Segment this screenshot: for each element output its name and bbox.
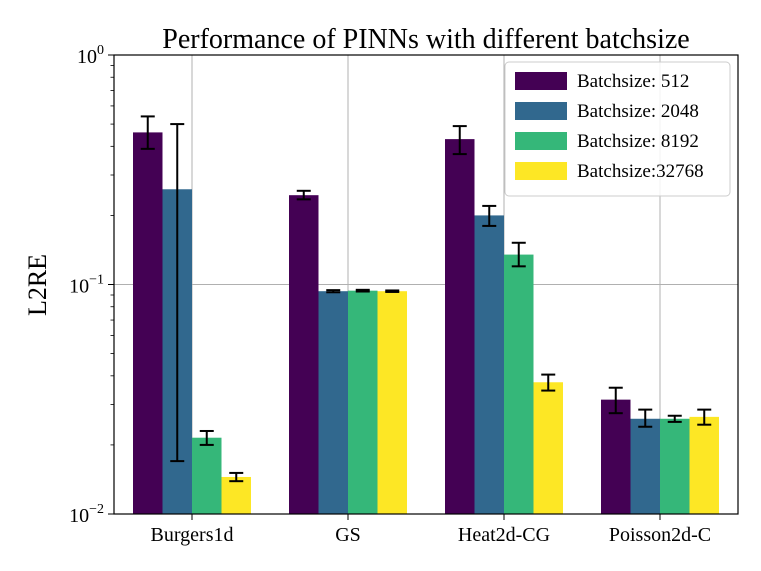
bar bbox=[689, 416, 719, 514]
legend-swatch bbox=[515, 132, 567, 150]
legend-label: Batchsize: 512 bbox=[577, 71, 689, 92]
legend-swatch bbox=[515, 102, 567, 120]
y-tick-label: 10−1 bbox=[69, 273, 104, 298]
ticks-layer: Burgers1d GS Heat2d-CG Poisson2d-C 10−2 10−1 1… bbox=[69, 43, 711, 546]
x-tick-label: Heat2d-CG bbox=[458, 524, 550, 546]
legend: Batchsize: 512 Batchsize: 2048 Batchsize: … bbox=[504, 61, 731, 197]
error-bars-layer bbox=[140, 115, 712, 483]
legend-label: Batchsize: 2048 bbox=[577, 101, 699, 122]
bar bbox=[445, 139, 475, 514]
bar bbox=[377, 291, 407, 514]
bar bbox=[289, 195, 319, 514]
chart-title: Performance of PINNs with different batc… bbox=[162, 24, 689, 55]
bar bbox=[601, 399, 631, 514]
bar bbox=[192, 437, 222, 514]
bar bbox=[348, 290, 378, 514]
bar bbox=[630, 418, 660, 514]
bar bbox=[318, 291, 348, 514]
bar bbox=[533, 382, 563, 514]
bar bbox=[504, 254, 534, 515]
x-tick-label: Poisson2d-C bbox=[609, 524, 711, 546]
bars-layer bbox=[133, 132, 719, 515]
y-tick-label: 100 bbox=[77, 43, 104, 68]
legend-label: Batchsize:32768 bbox=[577, 161, 704, 182]
legend-swatch bbox=[515, 162, 567, 180]
bar bbox=[133, 132, 163, 514]
x-tick-label: GS bbox=[335, 524, 361, 546]
legend-label: Batchsize: 8192 bbox=[577, 131, 699, 152]
y-tick-label: 10−2 bbox=[69, 502, 104, 527]
legend-swatch bbox=[515, 72, 567, 90]
bar bbox=[660, 418, 690, 514]
x-tick-label: Burgers1d bbox=[151, 524, 234, 546]
bar bbox=[474, 215, 504, 514]
bar bbox=[221, 476, 251, 514]
y-axis-label: L2RE bbox=[23, 254, 52, 316]
